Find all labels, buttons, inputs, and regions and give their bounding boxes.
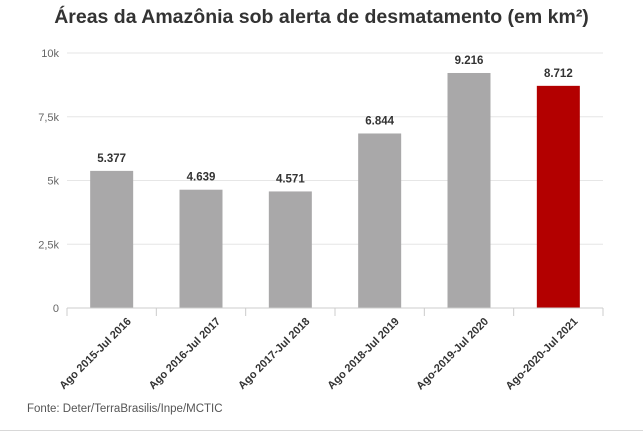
x-tick-label: Ago-2020-Jul 2021: [504, 316, 581, 393]
x-tick-label: Ago-2019-Jul 2020: [414, 316, 491, 393]
y-tick-label: 7,5k: [38, 112, 59, 124]
bar-value-labels: 5.377 4.639 4.571 6.844 9.216 8.712: [97, 55, 572, 185]
y-tick-label: 2,5k: [38, 239, 59, 251]
bar-1: [90, 170, 134, 308]
bar-value-label: 8.712: [544, 68, 573, 80]
bar-value-label: 5.377: [97, 153, 126, 165]
bar-value-label: 6.844: [365, 115, 394, 127]
y-tick-label: 10k: [41, 48, 59, 60]
bar-5: [447, 72, 491, 308]
x-tick-label: Ago 2015-Jul 2016: [57, 316, 133, 392]
bar-value-label: 9.216: [455, 55, 484, 67]
bar-6: [536, 85, 580, 309]
x-axis-tick-labels: Ago 2015-Jul 2016 Ago 2016-Jul 2017 Ago 20…: [57, 316, 580, 393]
bar-value-label: 4.571: [276, 173, 305, 185]
y-tick-label: 5k: [47, 176, 59, 188]
chart-title: Áreas da Amazônia sob alerta de desmatam…: [54, 6, 589, 28]
x-tick-label: Ago 2017-Jul 2018: [236, 316, 312, 392]
bar-value-label: 4.639: [187, 172, 216, 184]
x-axis: [66, 307, 604, 316]
y-tick-label: 0: [53, 303, 59, 315]
x-tick-label: Ago 2018-Jul 2019: [325, 316, 401, 392]
gridlines: [67, 52, 603, 245]
source-note: Fonte: Deter/TerraBrasilis/Inpe/MCTIC: [27, 403, 223, 415]
bar-2: [179, 189, 223, 308]
x-tick-label: Ago 2016-Jul 2017: [147, 316, 223, 392]
bottom-border: [0, 430, 643, 431]
bar-4: [358, 133, 402, 308]
bars: [90, 72, 580, 309]
bar-3: [268, 191, 312, 308]
y-axis-tick-labels: 0 2,5k 5k 7,5k 10k: [38, 48, 59, 315]
